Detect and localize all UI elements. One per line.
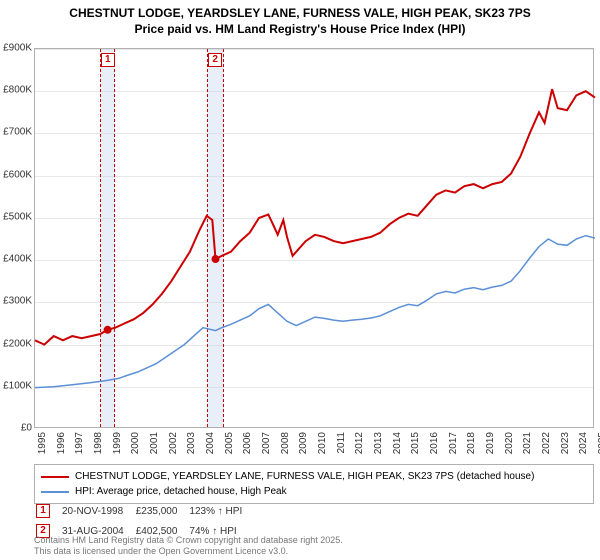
sale-marker-top: 2: [208, 53, 222, 67]
legend-row-2: HPI: Average price, detached house, High…: [41, 484, 587, 499]
x-axis-label: 2016: [429, 432, 440, 454]
x-axis-label: 2012: [354, 432, 365, 454]
x-axis-label: 2009: [298, 432, 309, 454]
x-axis-label: 2023: [560, 432, 571, 454]
legend-label-1: CHESTNUT LODGE, YEARDSLEY LANE, FURNESS …: [75, 469, 534, 484]
attribution: Contains HM Land Registry data © Crown c…: [34, 535, 343, 557]
x-axis-label: 2004: [205, 432, 216, 454]
legend: CHESTNUT LODGE, YEARDSLEY LANE, FURNESS …: [34, 464, 594, 504]
x-axis-label: 2022: [541, 432, 552, 454]
attribution-line2: This data is licensed under the Open Gov…: [34, 546, 343, 557]
legend-row-1: CHESTNUT LODGE, YEARDSLEY LANE, FURNESS …: [41, 469, 587, 484]
x-axis-label: 2001: [149, 432, 160, 454]
y-axis-label: £200K: [3, 338, 32, 349]
x-axis-label: 2006: [242, 432, 253, 454]
x-axis-label: 1999: [112, 432, 123, 454]
x-axis-label: 2008: [280, 432, 291, 454]
y-axis-label: £0: [21, 423, 32, 434]
line-plot-svg: [35, 49, 593, 427]
title-block: CHESTNUT LODGE, YEARDSLEY LANE, FURNESS …: [0, 0, 600, 37]
x-axis-label: 2003: [186, 432, 197, 454]
legend-swatch-2: [41, 491, 69, 493]
sale-marker-1: 1: [36, 504, 50, 518]
y-axis-label: £400K: [3, 254, 32, 265]
sale-marker-dot: [104, 326, 112, 334]
table-row: 1 20-NOV-1998 £235,000 123% ↑ HPI: [36, 502, 252, 520]
chart-container: CHESTNUT LODGE, YEARDSLEY LANE, FURNESS …: [0, 0, 600, 560]
y-axis-label: £300K: [3, 296, 32, 307]
x-axis-label: 2002: [168, 432, 179, 454]
x-axis-label: 1995: [37, 432, 48, 454]
chart-plot-area: 12: [34, 48, 594, 428]
sale-delta-1: 123% ↑ HPI: [189, 502, 252, 520]
y-axis-label: £900K: [3, 43, 32, 54]
title-line1: CHESTNUT LODGE, YEARDSLEY LANE, FURNESS …: [0, 6, 600, 22]
x-axis-label: 2007: [261, 432, 272, 454]
y-axis-label: £100K: [3, 380, 32, 391]
x-axis-label: 2000: [130, 432, 141, 454]
y-axis-label: £600K: [3, 169, 32, 180]
sale-date-1: 20-NOV-1998: [62, 502, 134, 520]
x-axis-label: 2013: [373, 432, 384, 454]
x-axis-label: 2014: [392, 432, 403, 454]
y-axis-label: £500K: [3, 211, 32, 222]
x-axis-label: 2017: [448, 432, 459, 454]
x-axis-label: 2021: [522, 432, 533, 454]
x-axis-label: 2020: [504, 432, 515, 454]
series-line: [35, 236, 595, 388]
x-axis-label: 2011: [336, 432, 347, 454]
legend-label-2: HPI: Average price, detached house, High…: [75, 484, 287, 499]
title-line2: Price paid vs. HM Land Registry's House …: [0, 22, 600, 38]
attribution-line1: Contains HM Land Registry data © Crown c…: [34, 535, 343, 546]
series-line: [35, 89, 595, 345]
x-axis-label: 2005: [224, 432, 235, 454]
sale-marker-top: 1: [101, 53, 115, 67]
x-axis-label: 1996: [56, 432, 67, 454]
x-axis-label: 1998: [93, 432, 104, 454]
sale-marker-dot: [212, 255, 220, 263]
x-axis-label: 2024: [578, 432, 589, 454]
x-axis-label: 1997: [74, 432, 85, 454]
sale-price-1: £235,000: [136, 502, 188, 520]
x-axis-label: 2010: [317, 432, 328, 454]
y-axis-label: £800K: [3, 85, 32, 96]
legend-swatch-1: [41, 476, 69, 478]
x-axis-label: 2015: [410, 432, 421, 454]
x-axis-label: 2019: [485, 432, 496, 454]
y-axis-label: £700K: [3, 127, 32, 138]
x-axis-label: 2018: [466, 432, 477, 454]
